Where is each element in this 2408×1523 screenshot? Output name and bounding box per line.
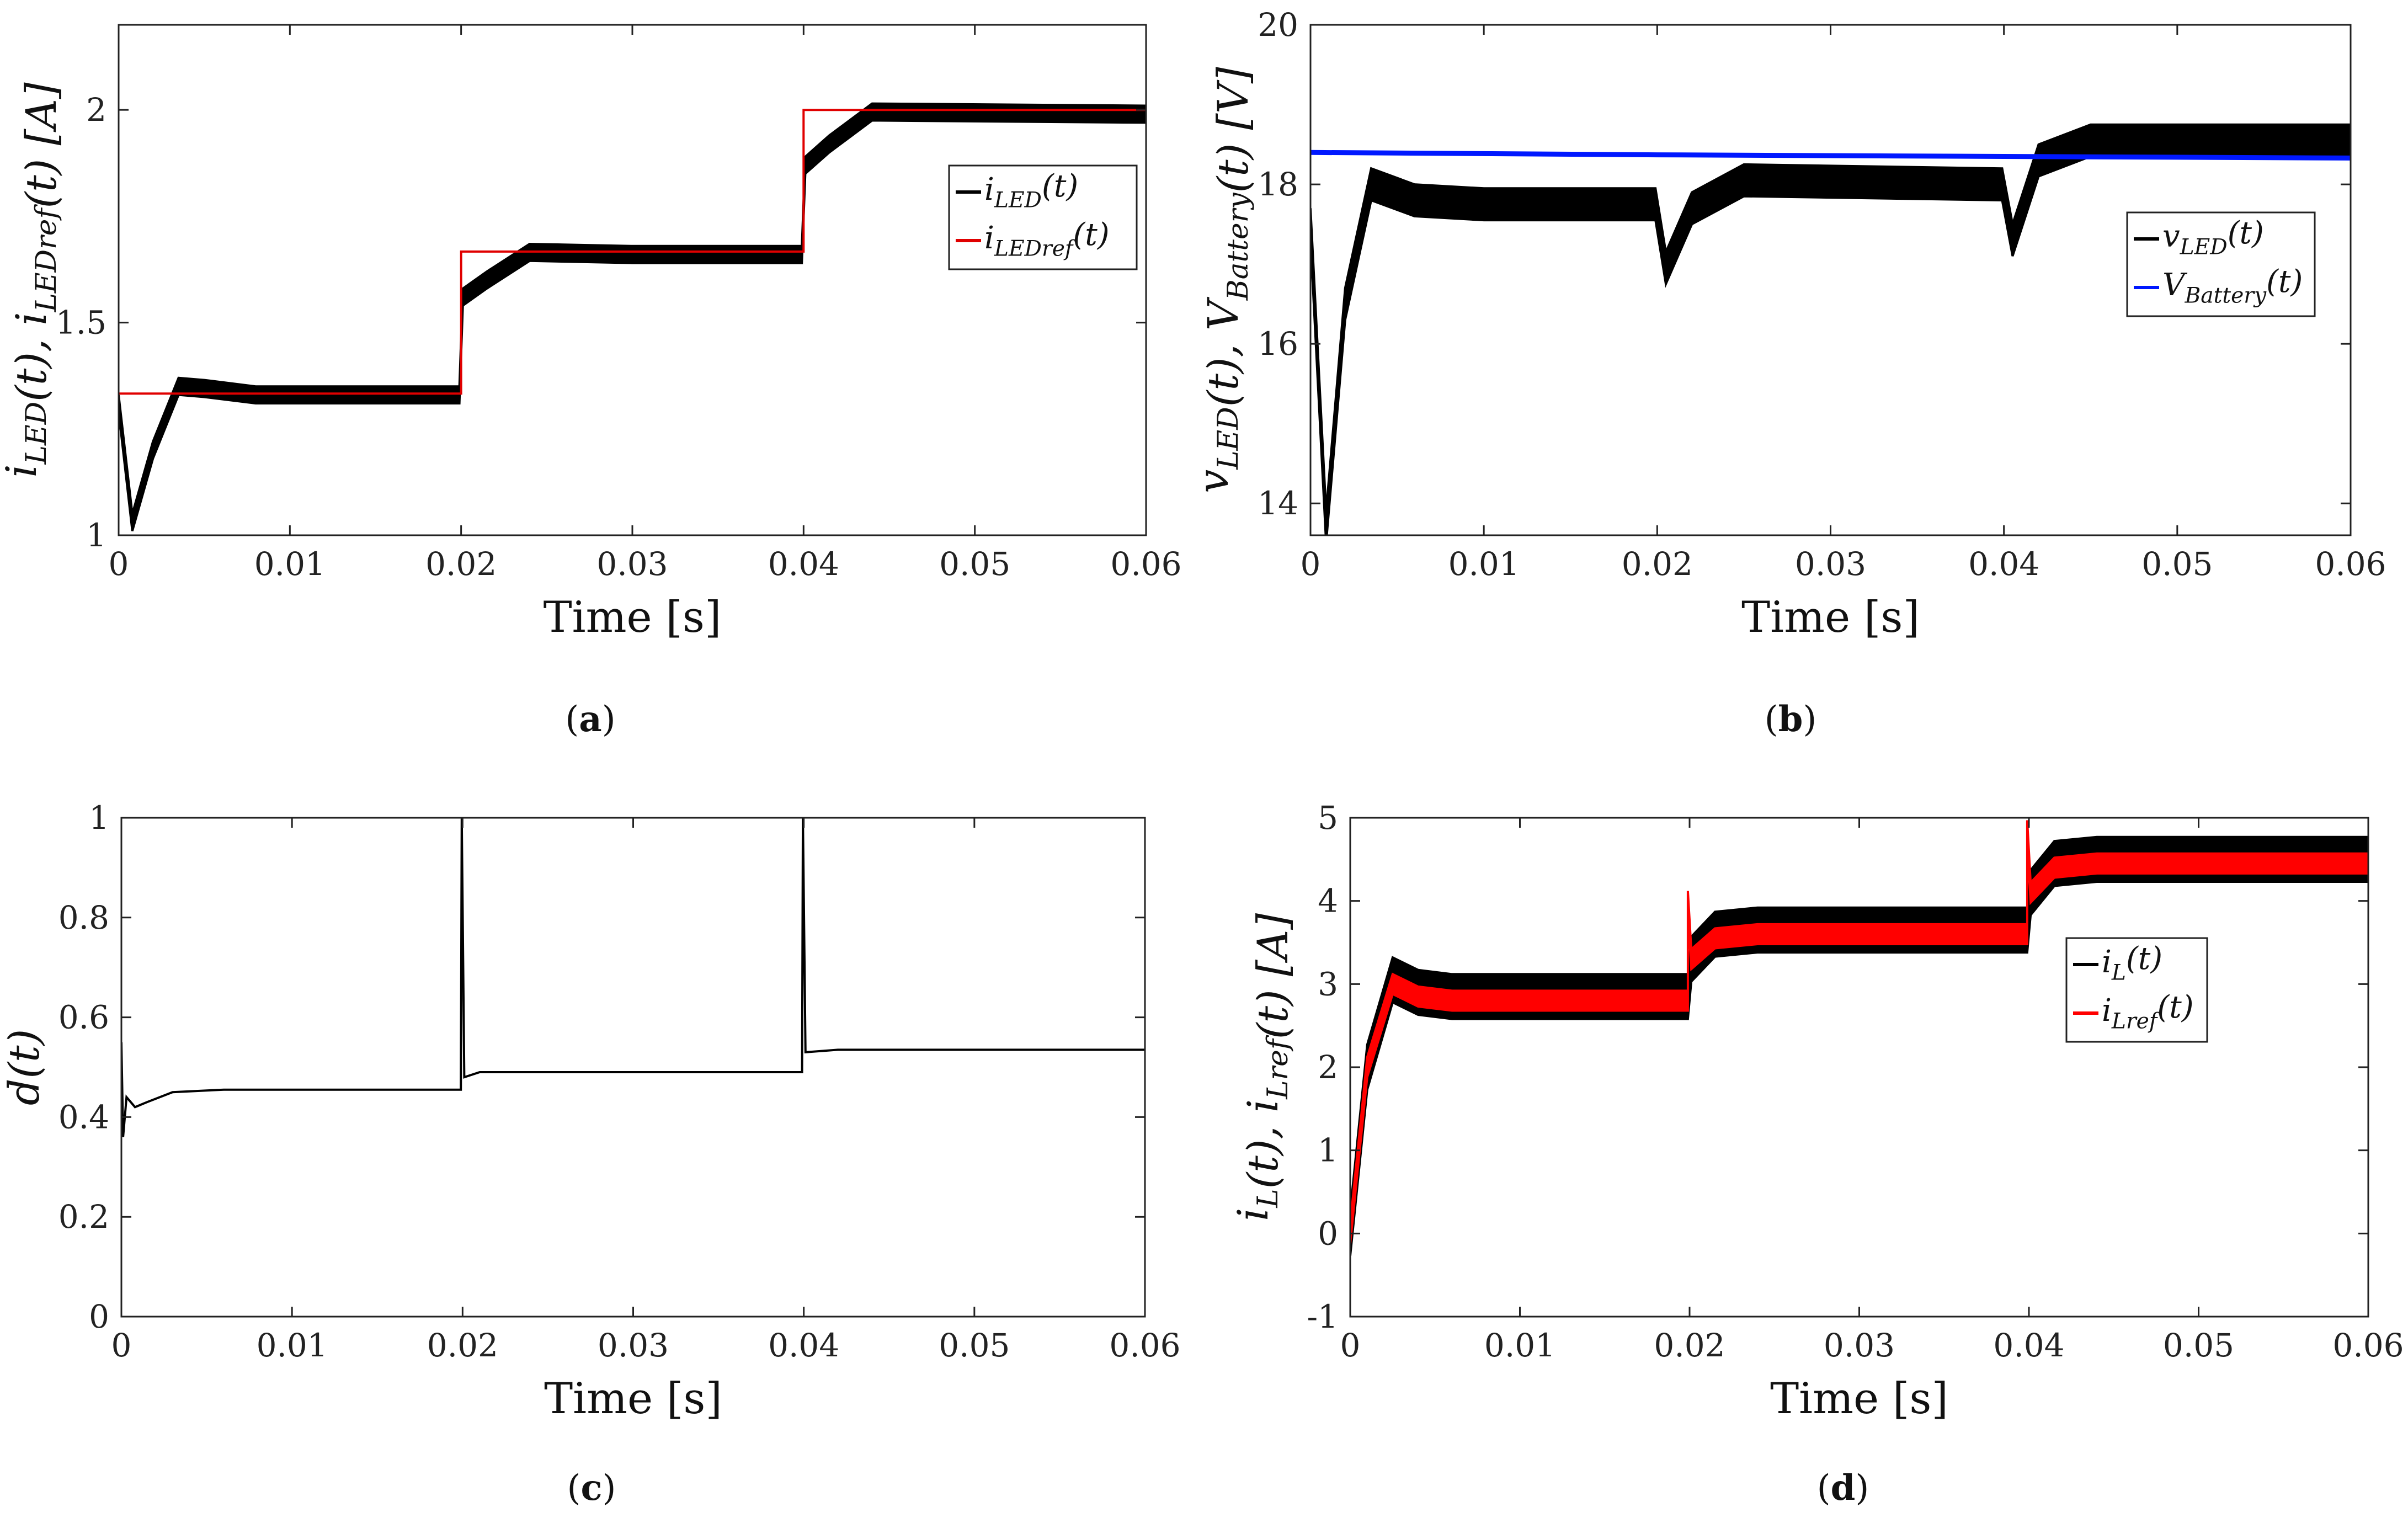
y-tick-label: 1.5 [56,304,106,342]
series-a-1-line [119,109,1146,395]
legend-label: iLEDref(t) [984,217,1110,262]
x-tick-label: 0.04 [768,1327,839,1364]
x-tick-label: 0.01 [254,545,326,583]
panels-layer: 0 0.01 0.02 0.03 0.04 0.05 0.06 1 1.5 2 Time [s] iL… [0,6,2404,1509]
y-axis-label-text: d(t) [0,1029,49,1106]
x-tick-label: 0.06 [1110,545,1181,583]
y-tick-label: 0 [1318,1215,1338,1252]
x-axis-label: Time [s] [544,593,722,642]
y-axis-label: iL(t), iLref(t) [A] [1228,913,1297,1221]
x-tick-label: 0 [1340,1327,1361,1364]
legend-label: iLED(t) [984,168,1078,213]
x-tick-label: 0.02 [1654,1327,1725,1364]
x-tick-label: 0.03 [1795,545,1866,583]
y-axis-label: d(t) [0,1029,49,1106]
panel-caption: (b) [1765,699,1817,740]
legend-box [2065,937,2208,1043]
legend-label: iLref(t) [2102,989,2194,1034]
x-tick-label: 0.05 [2163,1327,2234,1364]
x-tick-label: 0.02 [1622,545,1693,583]
series-a-0-band [119,102,1146,531]
y-axis-label-text: iLED(t), iLEDref(t) [A] [0,82,66,478]
plot-area [121,818,1145,1137]
plot-area [119,102,1146,531]
series-b-0-band [1310,123,2351,535]
y-tick-label: 0 [89,1298,109,1335]
legend-box [948,164,1138,270]
series-d-0-band [1350,835,2368,1256]
x-tick-label: 0.06 [2315,545,2386,583]
x-tick-label: 0.01 [1448,545,1520,583]
x-tick-label: 0.03 [598,1327,669,1364]
series-c-0-line [121,818,1145,1137]
x-tick-label: 0.02 [427,1327,498,1364]
y-tick-label: 16 [1258,325,1298,363]
x-tick-label: 0.06 [1109,1327,1180,1364]
x-tick-label: 0.01 [1484,1327,1555,1364]
panel-caption: (d) [1817,1467,1869,1509]
y-tick-label: 0.6 [58,999,109,1036]
x-tick-label: 0.03 [1824,1327,1895,1364]
x-tick-label: 0.04 [768,545,839,583]
series-d-1-band [1350,820,2368,1244]
chart-panel-b: 0 0.01 0.02 0.03 0.04 0.05 0.06 14 16 18 20 Time [s… [1189,6,2386,740]
y-tick-label: 1 [1318,1132,1338,1169]
x-tick-label: 0.05 [939,545,1010,583]
chart-panel-c: 0 0.01 0.02 0.03 0.04 0.05 0.06 0 0.2 0.4 0.6 0.8 1 T… [0,799,1181,1509]
x-tick-label: 0.01 [257,1327,328,1364]
y-tick-label: 4 [1318,882,1338,920]
plot-area [1350,820,2368,1256]
plot-area [1310,123,2351,535]
legend: iLED(t)iLEDref(t) [948,164,1138,270]
x-tick-label: 0.06 [2332,1327,2404,1364]
y-tick-label: 0.4 [58,1098,109,1136]
legend-label: iL(t) [2102,941,2162,986]
legend-label: VBattery(t) [2162,264,2303,308]
y-tick-label: -1 [1307,1298,1339,1335]
y-axis-label-text: vLED(t), VBattery(t) [V] [1189,67,1258,493]
y-tick-label: 18 [1258,166,1298,203]
panel-caption: (a) [565,699,615,740]
x-tick-label: 0.04 [1993,1327,2064,1364]
legend: vLED(t)VBattery(t) [2126,211,2316,317]
x-tick-label: 0 [109,545,129,583]
y-tick-label: 0.2 [58,1198,109,1236]
y-axis-label: vLED(t), VBattery(t) [V] [1189,67,1258,493]
y-tick-label: 20 [1258,6,1298,44]
x-tick-label: 0.02 [425,545,497,583]
y-tick-label: 14 [1258,484,1298,522]
y-tick-label: 2 [86,91,106,129]
x-tick-label: 0.04 [1968,545,2039,583]
y-tick-label: 1 [86,516,106,554]
x-axis-label: Time [s] [1770,1374,1948,1424]
legend-label: vLED(t) [2162,215,2264,260]
x-tick-label: 0 [111,1327,132,1364]
y-tick-label: 1 [89,799,109,837]
y-tick-label: 5 [1318,799,1338,837]
x-tick-label: 0.03 [596,545,668,583]
x-tick-label: 0 [1301,545,1321,583]
x-axis-label: Time [s] [544,1374,722,1424]
y-axis-label: iLED(t), iLEDref(t) [A] [0,82,66,478]
x-tick-label: 0.05 [939,1327,1010,1364]
y-tick-label: 2 [1318,1048,1338,1086]
legend-box [2126,211,2316,317]
y-tick-label: 3 [1318,965,1338,1003]
panel-caption: (c) [567,1467,616,1509]
chart-panel-a: 0 0.01 0.02 0.03 0.04 0.05 0.06 1 1.5 2 Time [s] iL… [0,24,1182,740]
x-axis-label: Time [s] [1741,593,1920,642]
x-tick-label: 0.05 [2141,545,2213,583]
legend: iL(t)iLref(t) [2065,937,2208,1043]
y-axis-label-text: iL(t), iLref(t) [A] [1228,913,1297,1221]
y-tick-label: 0.8 [58,899,109,936]
series-b-1-line [1310,150,2351,161]
